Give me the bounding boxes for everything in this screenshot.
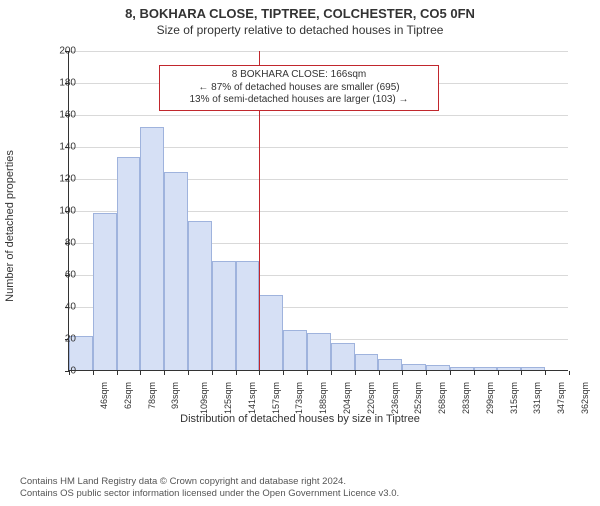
xtick-mark [140, 371, 141, 375]
histogram-bar [450, 367, 474, 370]
ytick-label: 80 [46, 238, 76, 249]
histogram-bar [521, 367, 545, 370]
xtick-mark [164, 371, 165, 375]
chart-title-main: 8, BOKHARA CLOSE, TIPTREE, COLCHESTER, C… [0, 6, 600, 21]
xtick-label: 283sqm [461, 382, 471, 414]
xtick-mark [379, 371, 380, 375]
footer-attribution: Contains HM Land Registry data © Crown c… [20, 476, 399, 500]
histogram-bar [93, 213, 117, 370]
footer-line2: Contains OS public sector information li… [20, 488, 399, 500]
xtick-mark [521, 371, 522, 375]
xtick-label: 315sqm [509, 382, 519, 414]
annotation-box: 8 BOKHARA CLOSE: 166sqm ← 87% of detache… [159, 65, 439, 111]
xtick-mark [355, 371, 356, 375]
ytick-label: 180 [46, 78, 76, 89]
xtick-label: 331sqm [533, 382, 543, 414]
xtick-mark [283, 371, 284, 375]
xtick-mark [117, 371, 118, 375]
xtick-label: 125sqm [223, 382, 233, 414]
y-axis-label: Number of detached properties [4, 150, 16, 302]
ytick-label: 120 [46, 174, 76, 185]
x-axis-label: Distribution of detached houses by size … [0, 413, 600, 425]
ytick-label: 200 [46, 46, 76, 57]
annotation-line1: 8 BOKHARA CLOSE: 166sqm [166, 69, 432, 82]
ytick-label: 160 [46, 110, 76, 121]
annotation-line2: ← 87% of detached houses are smaller (69… [166, 82, 432, 95]
ytick-label: 140 [46, 142, 76, 153]
xtick-label: 157sqm [271, 382, 281, 414]
histogram-bar [259, 295, 283, 370]
xtick-label: 268sqm [437, 382, 447, 414]
footer-line1: Contains HM Land Registry data © Crown c… [20, 476, 399, 488]
histogram-bar [331, 343, 355, 370]
chart-area: Number of detached properties 8 BOKHARA … [20, 41, 580, 411]
annotation-line3: 13% of semi-detached houses are larger (… [166, 94, 432, 107]
xtick-mark [426, 371, 427, 375]
xtick-label: 62sqm [123, 382, 133, 409]
histogram-bar [497, 367, 521, 370]
chart-title-sub: Size of property relative to detached ho… [0, 23, 600, 37]
histogram-bar [188, 221, 212, 370]
xtick-label: 236sqm [390, 382, 400, 414]
xtick-label: 93sqm [170, 382, 180, 409]
xtick-label: 299sqm [485, 382, 495, 414]
histogram-bar [378, 359, 402, 370]
xtick-mark [188, 371, 189, 375]
xtick-label: 204sqm [342, 382, 352, 414]
histogram-bar [474, 367, 498, 370]
xtick-mark [212, 371, 213, 375]
xtick-mark [450, 371, 451, 375]
xtick-label: 109sqm [199, 382, 209, 414]
xtick-mark [402, 371, 403, 375]
xtick-mark [474, 371, 475, 375]
xtick-mark [498, 371, 499, 375]
histogram-bar [236, 261, 260, 370]
xtick-label: 141sqm [247, 382, 257, 414]
xtick-mark [545, 371, 546, 375]
xtick-label: 78sqm [147, 382, 157, 409]
ytick-label: 40 [46, 302, 76, 313]
plot-region: 8 BOKHARA CLOSE: 166sqm ← 87% of detache… [68, 51, 568, 371]
histogram-bar [140, 127, 164, 370]
histogram-bar [212, 261, 236, 370]
histogram-bar [164, 172, 188, 370]
xtick-label: 46sqm [99, 382, 109, 409]
histogram-bar [426, 365, 450, 370]
xtick-label: 252sqm [413, 382, 423, 414]
xtick-label: 347sqm [556, 382, 566, 414]
xtick-label: 362sqm [580, 382, 590, 414]
xtick-label: 220sqm [366, 382, 376, 414]
xtick-label: 173sqm [294, 382, 304, 414]
xtick-mark [307, 371, 308, 375]
xtick-mark [569, 371, 570, 375]
xtick-mark [259, 371, 260, 375]
histogram-bar [283, 330, 307, 370]
ytick-label: 100 [46, 206, 76, 217]
ytick-label: 0 [46, 366, 76, 377]
xtick-label: 188sqm [318, 382, 328, 414]
histogram-bar [402, 364, 426, 370]
xtick-mark [331, 371, 332, 375]
histogram-bar [117, 157, 141, 370]
xtick-mark [93, 371, 94, 375]
xtick-mark [236, 371, 237, 375]
histogram-bar [355, 354, 379, 370]
ytick-label: 20 [46, 334, 76, 345]
histogram-bar [307, 333, 331, 370]
ytick-label: 60 [46, 270, 76, 281]
